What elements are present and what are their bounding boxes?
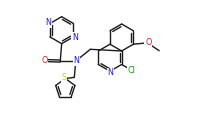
Text: S: S bbox=[62, 74, 67, 82]
Text: N: N bbox=[73, 56, 79, 65]
Text: Cl: Cl bbox=[127, 66, 135, 75]
Text: N: N bbox=[108, 68, 114, 77]
Text: N: N bbox=[72, 33, 78, 42]
Text: O: O bbox=[41, 56, 48, 65]
Text: N: N bbox=[46, 18, 52, 27]
Text: O: O bbox=[145, 38, 152, 47]
